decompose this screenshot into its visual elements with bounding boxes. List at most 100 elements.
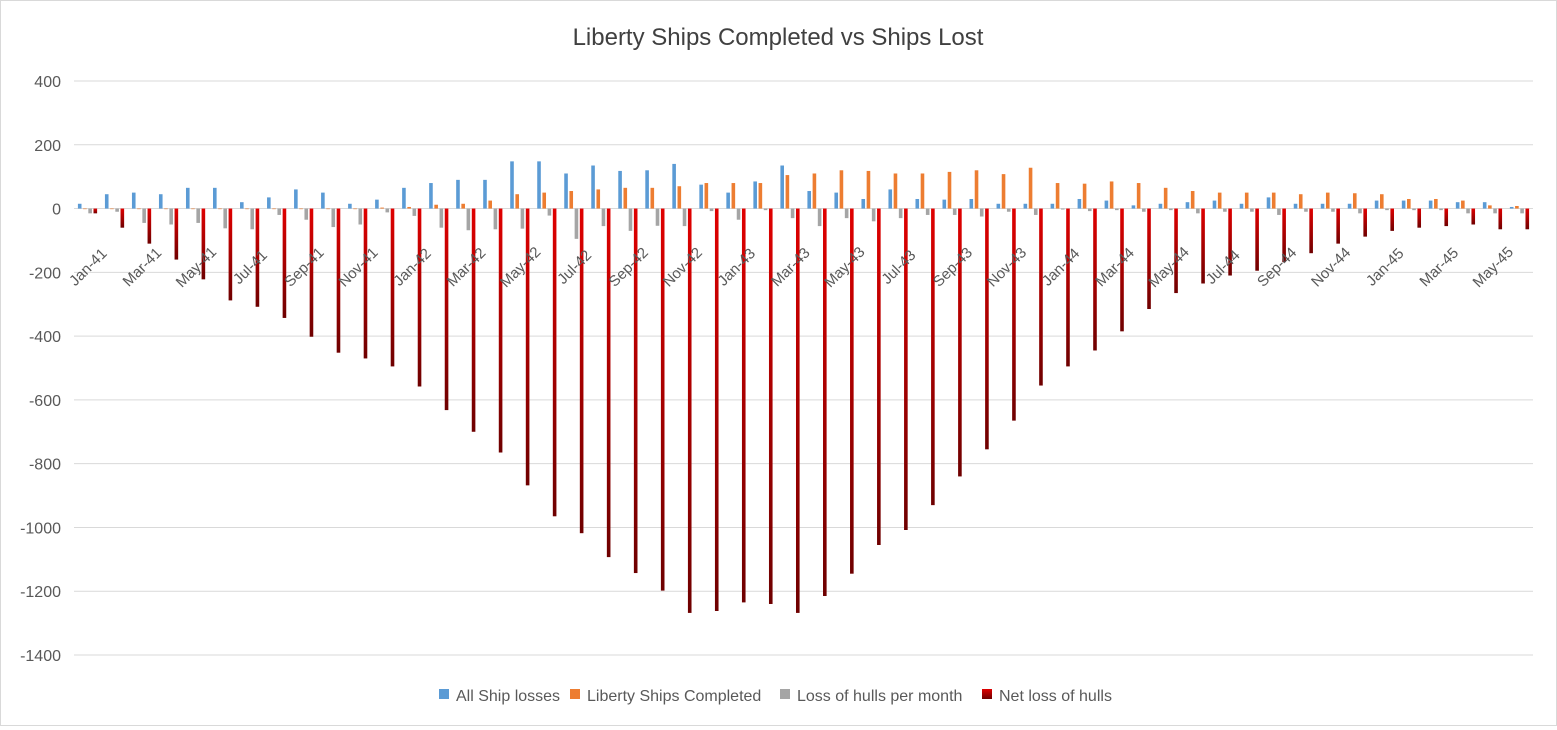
- bar-1-feb-44: [1077, 198, 1082, 209]
- x-tick-label: May-41: [173, 244, 220, 291]
- bar-1-jul-44: [1212, 200, 1217, 209]
- legend-label: Net loss of hulls: [999, 688, 1112, 705]
- bar-3-may-41: [196, 208, 200, 223]
- x-tick-label: Nov-41: [335, 244, 381, 290]
- bar-2-jul-41: [245, 208, 249, 210]
- bar-2-sep-44: [1271, 192, 1276, 209]
- bar-1-may-42: [510, 161, 514, 209]
- bar-2-apr-43: [812, 173, 817, 209]
- bar-4-jan-45: [1390, 208, 1394, 231]
- y-tick-label: -1000: [20, 520, 61, 537]
- bar-3-aug-43: [925, 208, 930, 215]
- bar-4-jun-43: [877, 208, 881, 545]
- bar-2-mar-45: [1434, 198, 1438, 209]
- bar-1-jul-43: [888, 189, 893, 209]
- bar-4-mar-42: [471, 208, 476, 432]
- x-tick-label: May-44: [1145, 244, 1192, 291]
- bar-2-mar-44: [1109, 181, 1114, 209]
- bar-1-sep-41: [294, 189, 298, 209]
- bar-2-dec-42: [704, 183, 709, 209]
- y-tick-label: -600: [29, 393, 61, 410]
- bar-3-oct-44: [1304, 208, 1308, 212]
- bar-1-oct-42: [645, 170, 649, 209]
- bar-4-may-42: [525, 208, 530, 486]
- bar-1-dec-43: [1023, 203, 1028, 209]
- bar-2-jan-45: [1380, 194, 1384, 209]
- x-tick-label: Nov-43: [984, 244, 1030, 290]
- bar-4-jul-44: [1228, 208, 1232, 276]
- bar-2-dec-41: [380, 207, 384, 209]
- bar-2-apr-44: [1136, 183, 1141, 209]
- x-tick-label: Sep-41: [281, 244, 327, 290]
- bar-4-may-45: [1498, 208, 1503, 230]
- bar-2-jun-41: [218, 208, 222, 210]
- y-tick-label: 0: [52, 202, 61, 219]
- bar-1-feb-41: [104, 194, 109, 209]
- y-tick-label: 200: [34, 138, 61, 155]
- bar-4-apr-41: [174, 208, 179, 260]
- bar-4-may-44: [1174, 208, 1178, 294]
- bar-1-oct-44: [1293, 203, 1298, 209]
- bar-1-jan-45: [1374, 200, 1379, 209]
- bar-3-nov-42: [682, 208, 687, 227]
- bar-1-apr-42: [483, 179, 487, 209]
- x-tick-label: May-45: [1470, 244, 1517, 291]
- bar-4-jul-41: [255, 208, 260, 307]
- bar-3-may-45: [1493, 208, 1497, 214]
- y-axis-tick-labels: 400 200 0 -200 -400 -600 -800 -1000 -1200 -1400: [20, 74, 61, 665]
- bar-2-nov-42: [677, 186, 682, 209]
- bar-2-may-45: [1488, 205, 1492, 209]
- bar-3-nov-41: [358, 208, 363, 225]
- x-tick-label: Mar-42: [444, 245, 490, 291]
- bar-2-may-44: [1163, 187, 1168, 209]
- bar-2-mar-42: [461, 203, 465, 209]
- bar-3-jun-44: [1196, 208, 1200, 214]
- bar-4-nov-43: [1012, 208, 1016, 421]
- bar-4-jun-45: [1525, 208, 1530, 230]
- bar-4-sep-42: [633, 208, 638, 574]
- bar-2-dec-43: [1028, 167, 1033, 209]
- bar-2-apr-45: [1461, 200, 1465, 209]
- y-tick-label: -200: [29, 265, 61, 282]
- bar-1-jun-44: [1185, 202, 1190, 209]
- bar-3-jun-41: [223, 208, 227, 229]
- bar-1-dec-41: [375, 199, 379, 209]
- bar-2-nov-41: [353, 208, 357, 210]
- gridlines: [74, 80, 1533, 656]
- bar-2-nov-43: [1001, 174, 1006, 209]
- bar-1-may-45: [1482, 202, 1487, 209]
- bar-2-jul-44: [1217, 192, 1222, 209]
- bar-3-apr-42: [493, 208, 498, 230]
- bar-4-nov-44: [1336, 208, 1340, 244]
- bar-3-dec-41: [385, 208, 390, 213]
- bar-4-oct-43: [985, 208, 989, 450]
- bar-3-feb-42: [439, 208, 444, 228]
- bar-2-aug-41: [272, 208, 276, 210]
- bar-1-dec-44: [1347, 203, 1352, 209]
- bar-3-feb-44: [1087, 208, 1092, 212]
- bar-4-jun-44: [1201, 208, 1205, 284]
- bar-3-may-43: [844, 208, 849, 219]
- x-tick-label: Nov-44: [1308, 244, 1354, 290]
- bar-2-sep-43: [947, 171, 952, 209]
- bar-1-jun-43: [861, 198, 866, 209]
- bar-2-feb-42: [434, 204, 438, 209]
- y-tick-label: -1200: [20, 584, 61, 601]
- legend-label: Loss of hulls per month: [797, 688, 962, 705]
- bar-3-sep-41: [304, 208, 309, 220]
- legend: All Ship losses Liberty Ships Completed Lo…: [439, 688, 1112, 705]
- legend-swatch: [570, 689, 580, 699]
- x-tick-label: Sep-44: [1254, 244, 1300, 290]
- x-tick-label: Sep-42: [606, 244, 652, 290]
- bar-1-nov-41: [348, 203, 352, 209]
- bar-3-may-44: [1169, 208, 1173, 211]
- bar-3-aug-42: [601, 208, 606, 227]
- bar-4-dec-42: [714, 208, 719, 611]
- bar-3-dec-42: [709, 208, 714, 212]
- bar-2-feb-45: [1407, 198, 1411, 209]
- x-tick-label: Jan-42: [390, 245, 434, 289]
- bar-2-feb-44: [1082, 183, 1087, 209]
- bar-3-aug-41: [277, 208, 282, 215]
- bar-3-apr-41: [169, 208, 173, 225]
